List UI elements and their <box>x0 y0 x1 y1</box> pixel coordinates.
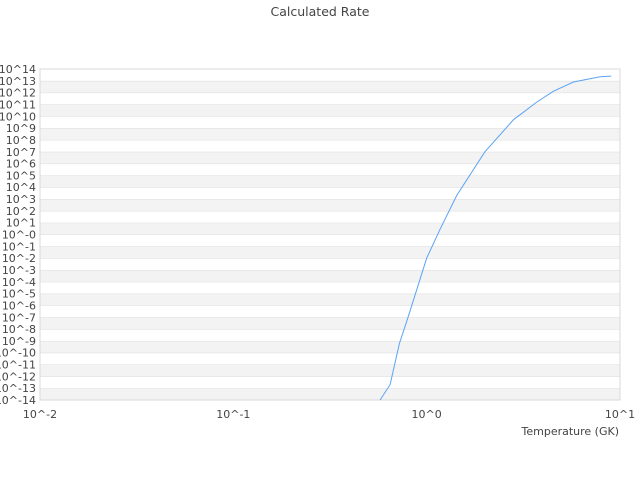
y-tick-label: 10^-8 <box>2 323 36 336</box>
y-tick-label: 10^11 <box>0 98 36 111</box>
grid-band <box>40 116 620 129</box>
grid-band <box>40 151 620 164</box>
y-tick-label: 10^8 <box>6 134 36 147</box>
grid-band <box>40 317 620 330</box>
y-tick-label: 10^3 <box>6 193 36 206</box>
y-tick-label: 10^5 <box>6 169 36 182</box>
series-line <box>379 75 612 401</box>
grid-band <box>40 340 620 353</box>
x-tick-label: 10^-2 <box>23 408 57 421</box>
y-tick-label: 10^-1 <box>2 240 36 253</box>
plot-frame <box>39 68 621 401</box>
grid-band <box>40 92 620 105</box>
grid-band <box>40 210 620 223</box>
grid-band <box>40 69 620 81</box>
y-tick-label: 10^-3 <box>2 264 36 277</box>
grid-band <box>40 199 620 211</box>
y-tick-label: 10^-11 <box>0 359 36 372</box>
grid-band <box>40 104 620 117</box>
y-tick-label: 10^-4 <box>2 276 36 289</box>
x-axis-label: Temperature (GK) <box>521 425 620 438</box>
grid-band <box>40 388 620 400</box>
y-tick-label: 10^13 <box>0 75 36 88</box>
grid-band <box>40 80 620 93</box>
y-tick-label: 10^-9 <box>2 335 36 348</box>
grid-band <box>40 329 620 341</box>
x-tick-label: 10^-1 <box>216 408 250 421</box>
y-tick-label: 10^-10 <box>0 347 36 360</box>
grid-band <box>40 222 620 235</box>
grid-band <box>40 246 620 259</box>
grid-band <box>40 187 620 200</box>
y-tick-label: 10^6 <box>6 158 36 171</box>
y-tick-label: 10^-0 <box>2 229 36 242</box>
grid-band <box>40 128 620 140</box>
grid-band <box>40 175 620 188</box>
grid-band <box>40 293 620 306</box>
grid-band <box>40 376 620 389</box>
grid-band <box>40 139 620 152</box>
grid-band <box>40 364 620 377</box>
grid-band <box>40 352 620 365</box>
y-tick-label: 10^-14 <box>0 394 36 407</box>
grid-band <box>40 281 620 294</box>
grid-band <box>40 258 620 270</box>
x-tick-label: 10^0 <box>412 408 442 421</box>
y-tick-label: 10^-7 <box>2 311 36 324</box>
y-tick-label: 10^1 <box>6 217 36 230</box>
chart-title: Calculated Rate <box>271 4 370 19</box>
y-tick-label: 10^12 <box>0 87 36 100</box>
grid-band <box>40 269 620 282</box>
y-tick-label: 10^4 <box>6 181 36 194</box>
y-tick-label: 10^-13 <box>0 382 36 395</box>
grid-band <box>40 163 620 176</box>
x-tick-label: 10^1 <box>605 408 635 421</box>
grid-band <box>40 305 620 318</box>
y-tick-label: 10^14 <box>0 63 36 76</box>
y-tick-label: 10^-12 <box>0 370 36 383</box>
y-tick-label: 10^2 <box>6 205 36 218</box>
grid-band <box>40 234 620 247</box>
y-tick-label: 10^-6 <box>2 299 36 312</box>
y-tick-label: 10^-5 <box>2 288 36 301</box>
y-tick-label: 10^-2 <box>2 252 36 265</box>
y-tick-label: 10^7 <box>6 146 36 159</box>
y-tick-label: 10^10 <box>0 110 36 123</box>
y-tick-label: 10^9 <box>6 122 36 135</box>
